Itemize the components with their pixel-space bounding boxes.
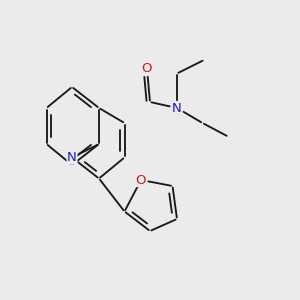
Text: N: N xyxy=(67,151,77,164)
Text: O: O xyxy=(136,173,146,187)
Text: O: O xyxy=(142,62,152,76)
Text: N: N xyxy=(172,101,182,115)
